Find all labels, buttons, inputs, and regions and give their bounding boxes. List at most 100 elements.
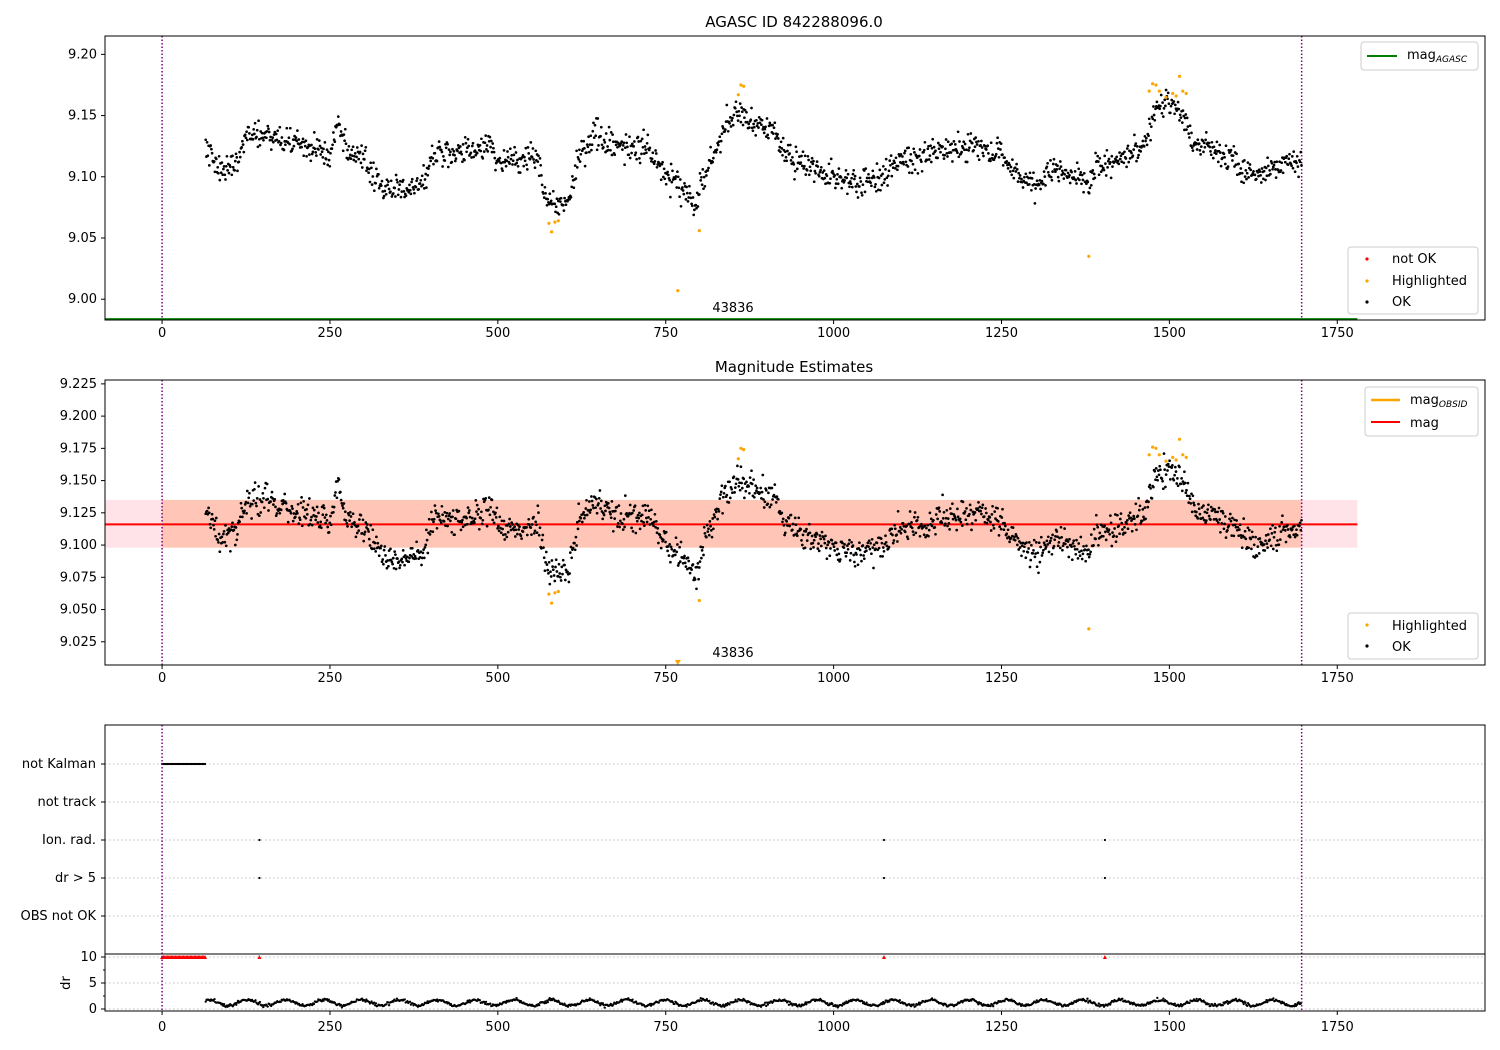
ok-point xyxy=(1023,545,1026,549)
ok-point xyxy=(1041,551,1045,555)
ok-point xyxy=(1271,547,1275,551)
ok-point xyxy=(1215,519,1219,522)
dr-point xyxy=(235,1003,238,1006)
ok-point xyxy=(973,145,977,149)
ok-point xyxy=(1195,141,1198,145)
x-tick-label: 1000 xyxy=(817,671,850,686)
ok-point xyxy=(1086,552,1090,556)
ok-point xyxy=(466,137,470,141)
ok-point xyxy=(881,164,885,168)
ok-point xyxy=(849,551,853,555)
ok-point xyxy=(1272,163,1276,167)
ok-point xyxy=(294,136,298,139)
ok-point xyxy=(627,153,631,157)
ok-point xyxy=(812,180,816,184)
ok-point xyxy=(867,172,870,176)
ok-point xyxy=(640,513,644,517)
ok-point xyxy=(1188,494,1191,498)
ok-point xyxy=(329,514,332,518)
ok-point xyxy=(1243,175,1247,178)
ok-point xyxy=(329,151,332,155)
dr-point xyxy=(602,1003,605,1007)
ok-point xyxy=(534,149,538,153)
ok-point xyxy=(425,186,428,189)
ok-point xyxy=(589,508,593,512)
ok-point xyxy=(474,499,478,502)
ok-point xyxy=(871,169,875,173)
ok-point xyxy=(761,128,765,131)
ok-point xyxy=(1171,464,1174,467)
ok-point xyxy=(1201,139,1205,143)
ok-point xyxy=(476,513,480,516)
ok-point xyxy=(557,562,561,566)
ok-point xyxy=(719,150,722,154)
ok-point xyxy=(1199,145,1203,148)
legend-swatch-highlighted xyxy=(1365,279,1369,283)
ok-point xyxy=(242,511,246,515)
ok-point xyxy=(255,128,259,132)
ok-point xyxy=(305,513,309,516)
ok-point xyxy=(915,518,919,522)
ok-point xyxy=(978,505,982,509)
ok-point xyxy=(791,155,794,159)
ok-point xyxy=(525,168,529,171)
ok-point xyxy=(860,193,864,197)
ok-point xyxy=(823,176,827,180)
ok-point xyxy=(866,180,870,184)
ok-point xyxy=(862,554,865,557)
ok-point xyxy=(877,176,881,180)
ok-point xyxy=(726,129,730,133)
ok-point xyxy=(671,169,674,173)
ok-point xyxy=(944,516,948,520)
ok-point xyxy=(494,168,497,172)
ok-point xyxy=(348,153,352,157)
ok-point xyxy=(988,516,992,519)
ok-point xyxy=(262,506,266,510)
ok-point xyxy=(712,527,715,531)
ok-point xyxy=(514,528,518,532)
ok-point xyxy=(592,506,595,510)
ok-point xyxy=(1027,547,1030,550)
ok-point xyxy=(421,183,425,187)
ok-point xyxy=(821,171,825,174)
ok-point xyxy=(1270,532,1274,535)
ok-point xyxy=(454,517,458,521)
ok-point xyxy=(508,162,511,165)
ok-point xyxy=(578,160,582,163)
ok-point xyxy=(606,145,609,148)
ok-point xyxy=(783,159,786,163)
ok-point xyxy=(527,152,531,155)
ok-point xyxy=(1246,161,1250,164)
dr-point xyxy=(799,1005,803,1008)
ok-point xyxy=(218,178,222,182)
ok-point xyxy=(573,164,577,167)
dr-point xyxy=(1264,1001,1267,1004)
ok-point xyxy=(1116,513,1119,517)
ok-point xyxy=(1134,502,1138,506)
ok-point xyxy=(985,521,989,525)
ok-point xyxy=(1218,143,1222,147)
ok-point xyxy=(646,504,650,508)
ok-point xyxy=(463,523,467,527)
ok-point xyxy=(1266,546,1269,549)
ok-point xyxy=(652,524,655,528)
ok-point xyxy=(1228,517,1231,521)
ok-point xyxy=(707,166,710,170)
ok-point xyxy=(309,518,313,522)
ok-point xyxy=(497,529,501,533)
ok-point xyxy=(1293,170,1297,174)
ok-point xyxy=(762,498,765,501)
ok-point xyxy=(1245,177,1248,181)
ok-point xyxy=(439,519,442,522)
ok-point xyxy=(1191,494,1195,498)
ok-point xyxy=(711,517,715,520)
ok-point xyxy=(332,131,335,134)
ok-point xyxy=(951,517,955,521)
ok-point xyxy=(266,124,270,128)
ok-point xyxy=(670,180,674,184)
ok-point xyxy=(609,512,612,516)
ok-point xyxy=(380,179,384,183)
ok-point xyxy=(1295,528,1298,532)
ok-point xyxy=(295,139,299,143)
ok-point xyxy=(205,140,209,144)
